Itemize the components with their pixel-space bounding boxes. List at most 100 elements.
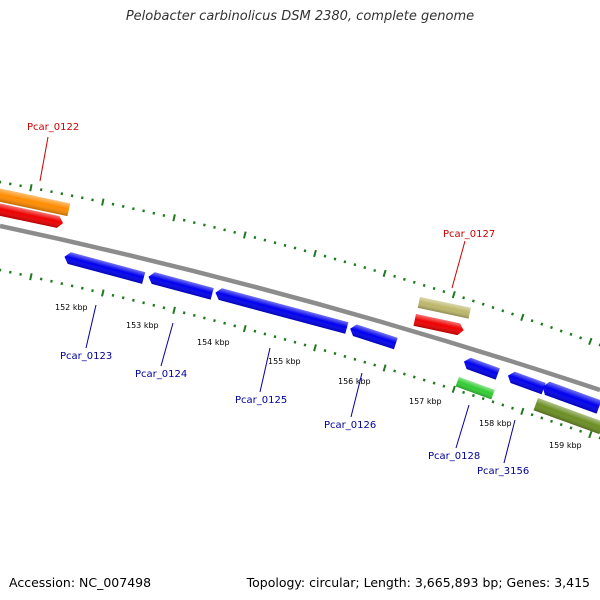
minor-tick [501, 309, 505, 313]
minor-tick [213, 225, 216, 229]
minor-tick [80, 196, 84, 200]
minor-tick [569, 426, 573, 430]
gene-shading [350, 324, 398, 350]
minor-tick [412, 280, 416, 284]
minor-tick [293, 340, 297, 344]
leader-line [350, 372, 363, 418]
gene-shading [413, 314, 464, 336]
minor-tick [152, 303, 156, 307]
minor-tick [422, 283, 426, 287]
gene-block-reverse[interactable] [214, 287, 349, 334]
minor-tick [323, 349, 327, 353]
minor-tick [182, 218, 186, 222]
minor-tick [162, 306, 166, 310]
gene-block-reverse[interactable] [533, 398, 600, 435]
scale-label: 153 kbp [126, 321, 159, 330]
gene-label-pcar-0126[interactable]: Pcar_0126 [324, 420, 376, 431]
gene-label-pcar-0125[interactable]: Pcar_0125 [235, 395, 287, 406]
gene-label-pcar-0123[interactable]: Pcar_0123 [60, 351, 112, 362]
minor-tick [550, 419, 553, 423]
gene-block-forward[interactable] [0, 186, 71, 217]
minor-tick [111, 293, 115, 297]
minor-tick [91, 198, 94, 202]
gene-shading [64, 252, 146, 284]
minor-tick [50, 190, 53, 194]
minor-tick [353, 263, 357, 267]
minor-tick [132, 207, 135, 211]
minor-tick [213, 319, 216, 323]
minor-tick [223, 228, 226, 232]
minor-tick [471, 299, 475, 303]
minor-tick [462, 296, 466, 300]
gene-block-reverse[interactable] [147, 271, 214, 300]
gene-block-reverse[interactable] [348, 323, 398, 350]
gene-label-pcar-0124[interactable]: Pcar_0124 [135, 369, 187, 380]
scale-label: 155 kbp [268, 357, 301, 366]
major-tick [242, 324, 247, 333]
minor-tick [373, 268, 377, 273]
gene-shading [463, 357, 500, 380]
gene-shading [215, 288, 349, 334]
gene-track [0, 186, 600, 435]
minor-tick [273, 241, 277, 245]
minor-tick [363, 360, 367, 364]
leader-line [39, 136, 49, 182]
leader-line [503, 419, 516, 464]
minor-tick [293, 246, 297, 250]
minor-tick [162, 213, 166, 218]
minor-tick [283, 337, 287, 341]
major-tick [382, 364, 387, 372]
minor-tick [263, 238, 267, 242]
gene-block-reverse[interactable] [455, 377, 495, 400]
scale-label: 156 kbp [338, 377, 371, 386]
minor-tick [412, 375, 416, 379]
minor-tick [481, 302, 485, 306]
gene-block-reverse[interactable] [462, 356, 500, 380]
minor-tick [343, 354, 347, 358]
minor-tick [60, 282, 64, 286]
gene-block-reverse[interactable] [540, 380, 600, 414]
minor-tick [333, 351, 337, 356]
minor-tick [343, 260, 347, 264]
major-tick [520, 407, 525, 416]
gene-block-reverse[interactable] [63, 251, 146, 284]
minor-tick [353, 357, 357, 361]
minor-tick [373, 363, 377, 367]
major-tick [172, 306, 176, 314]
minor-tick [182, 311, 186, 315]
minor-tick [540, 322, 544, 326]
major-tick [29, 184, 33, 192]
gene-label-pcar-3156[interactable]: Pcar_3156 [477, 466, 529, 477]
gene-block-forward[interactable] [0, 201, 64, 229]
major-tick [313, 249, 317, 258]
minor-tick [559, 329, 563, 333]
gene-block-forward[interactable] [413, 314, 465, 336]
minor-tick [142, 209, 145, 213]
minor-tick [481, 397, 485, 401]
scale-label: 158 kbp [479, 419, 512, 428]
genome-title: Pelobacter carbinolicus DSM 2380, comple… [125, 9, 475, 24]
major-tick [382, 269, 387, 278]
gene-label-pcar-0122[interactable]: Pcar_0122 [27, 122, 79, 133]
gene-label-pcar-0127[interactable]: Pcar_0127 [443, 229, 495, 240]
major-tick [101, 289, 105, 297]
gene-block-forward[interactable] [417, 297, 471, 319]
minor-tick [283, 243, 287, 247]
minor-tick [579, 429, 583, 433]
major-tick [588, 337, 593, 346]
leader-line [451, 240, 466, 289]
leader-line [259, 347, 271, 393]
gene-label-pcar-0128[interactable]: Pcar_0128 [428, 451, 480, 462]
gene-block-reverse[interactable] [506, 370, 546, 395]
minor-tick [462, 390, 466, 394]
minor-tick [333, 257, 337, 261]
label-leaders [39, 136, 516, 464]
major-tick [101, 198, 105, 206]
minor-tick [550, 325, 553, 330]
inner-tick-track [0, 268, 600, 440]
major-tick [588, 430, 593, 439]
minor-tick [70, 194, 74, 198]
leader-line [85, 304, 97, 349]
minor-tick [233, 324, 237, 328]
